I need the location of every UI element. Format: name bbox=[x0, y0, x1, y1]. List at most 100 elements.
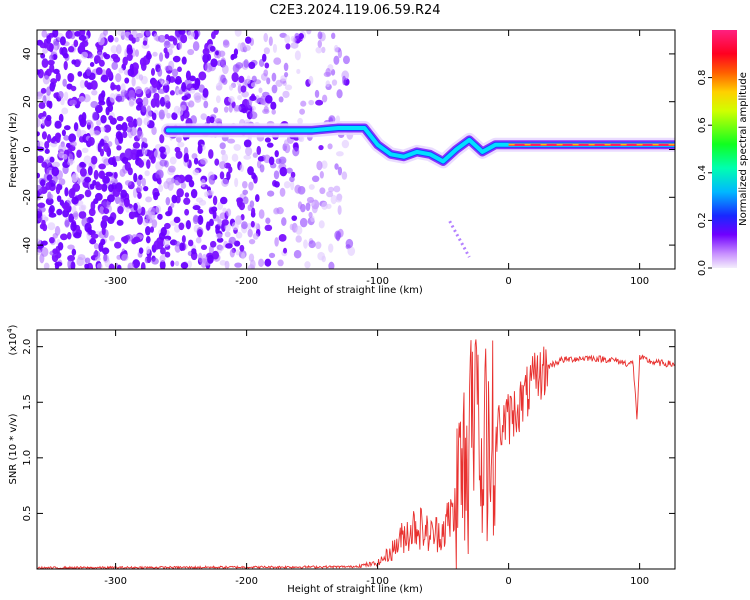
spectrogram-cell bbox=[177, 141, 185, 148]
spectrogram-cell bbox=[197, 144, 203, 155]
spectrogram-cell bbox=[159, 254, 166, 263]
spectrogram-cell bbox=[308, 99, 315, 106]
spectrogram-cell bbox=[118, 67, 124, 74]
spectrogram-cell bbox=[174, 243, 181, 253]
spectrogram-cell bbox=[184, 192, 190, 198]
spectrogram-cell bbox=[122, 56, 128, 66]
y-tick-label: 20 bbox=[22, 95, 33, 108]
spectrogram-cell bbox=[96, 119, 102, 126]
spectrogram-cell bbox=[137, 191, 142, 200]
spectrogram-cell bbox=[79, 79, 86, 89]
spectrogram-cell bbox=[299, 217, 308, 228]
spectrogram-cell bbox=[187, 30, 196, 40]
spectrogram-cell bbox=[151, 257, 159, 265]
spectrogram-cell bbox=[308, 240, 316, 249]
spectrogram-cell bbox=[140, 206, 146, 216]
spectrogram-cell bbox=[308, 184, 315, 190]
spectrogram-cell bbox=[93, 243, 99, 250]
spectrogram-cell bbox=[114, 37, 119, 43]
spectrogram-cell bbox=[126, 116, 134, 123]
spectrogram-cell bbox=[321, 160, 328, 169]
spectrogram-cell bbox=[70, 261, 76, 269]
spectrogram-cell bbox=[188, 100, 195, 108]
spectrogram-cell bbox=[266, 77, 271, 85]
spectrogram-cell bbox=[73, 39, 79, 48]
colorbar-tick-label: 0.8 bbox=[697, 70, 708, 86]
spectrogram-cell bbox=[141, 104, 147, 113]
spectrogram-cell bbox=[327, 143, 333, 150]
spectrogram-cell bbox=[64, 187, 69, 197]
spectrogram-cell bbox=[171, 194, 178, 204]
spectrogram-cell bbox=[271, 72, 277, 82]
spectrogram-cell bbox=[48, 236, 55, 244]
spectrogram-cell bbox=[342, 55, 350, 65]
spectrogram-cell bbox=[195, 236, 202, 244]
spectrogram-cell bbox=[126, 47, 133, 55]
snr-plot-area bbox=[37, 330, 675, 569]
spectrogram-cell bbox=[190, 87, 196, 94]
spectrogram-cell bbox=[71, 248, 77, 256]
spectrogram-cell bbox=[54, 120, 62, 129]
spectrogram-cell bbox=[157, 34, 166, 43]
spectrogram-cell bbox=[97, 36, 105, 46]
spectrogram-cell bbox=[79, 30, 86, 37]
spectrogram-cell bbox=[39, 179, 46, 187]
spectrogram-cell bbox=[98, 93, 105, 104]
spectrogram-cell bbox=[224, 260, 230, 269]
spectrogram-cell bbox=[94, 256, 101, 262]
spectrogram-cell bbox=[79, 161, 86, 168]
spectrogram-cell bbox=[81, 147, 89, 154]
spectrogram-cell bbox=[317, 39, 322, 48]
spectrogram-cell bbox=[284, 84, 293, 91]
spectrogram-cell bbox=[263, 32, 269, 43]
spectrogram-cell bbox=[128, 100, 135, 107]
spectrogram-cell bbox=[101, 247, 110, 255]
snr-panel: -300 -200 -100 0 100 0.5 1.0 1.5 2.0 Height of … bbox=[6, 324, 676, 595]
spectrogram-cell bbox=[295, 235, 302, 243]
spectrogram-cell bbox=[142, 146, 148, 156]
spectrogram-cell bbox=[131, 152, 137, 161]
spectrogram-cell bbox=[78, 95, 86, 103]
spectrogram-cell bbox=[116, 115, 124, 122]
spectrogram-cell bbox=[102, 254, 110, 263]
spectrogram-cell bbox=[203, 100, 209, 109]
spectrogram-cell bbox=[215, 95, 221, 104]
spectrogram-cell bbox=[67, 46, 75, 53]
spectrogram-cell bbox=[116, 84, 121, 92]
spectrogram-cell bbox=[235, 249, 240, 256]
spectrogram-cell bbox=[90, 233, 99, 239]
spectrogram-cell bbox=[276, 206, 284, 215]
spectrogram-cell bbox=[278, 233, 287, 242]
spectrogram-cell bbox=[65, 142, 71, 148]
spectrogram-cell bbox=[193, 157, 199, 165]
spectrogram-cell bbox=[342, 75, 347, 86]
spectrogram-cell bbox=[127, 167, 133, 176]
spectrogram-cell bbox=[321, 94, 328, 103]
spectrogram-cell bbox=[50, 137, 56, 144]
spectrogram-cell bbox=[193, 30, 199, 40]
snr-scale-exponent: 4 bbox=[6, 328, 14, 333]
spectrogram-cell bbox=[98, 242, 104, 253]
spectrogram-cell bbox=[58, 113, 64, 123]
spectrogram-cell bbox=[55, 185, 61, 195]
snr-scale-prefix: (x10 bbox=[8, 333, 19, 356]
spectrogram-cell bbox=[93, 198, 99, 205]
spectrogram-cell bbox=[163, 180, 170, 190]
x-tick-label: 100 bbox=[630, 276, 649, 287]
spectrogram-cell bbox=[100, 74, 109, 83]
spectrogram-cell bbox=[68, 213, 75, 223]
spectrogram-cell bbox=[257, 155, 265, 162]
spectrogram-cell bbox=[212, 195, 218, 206]
spectrogram-cell bbox=[111, 61, 119, 70]
spectrogram-cell bbox=[110, 81, 116, 91]
spectrogram-cell bbox=[47, 59, 55, 66]
spectrogram-cell bbox=[89, 127, 95, 136]
spectrogram-cell bbox=[78, 205, 86, 212]
spectrogram-cell bbox=[61, 203, 69, 209]
spectrogram-cell bbox=[39, 42, 47, 49]
spectrogram-cell bbox=[264, 62, 270, 69]
spectrogram-cell bbox=[107, 141, 113, 147]
spectrogram-cell bbox=[46, 174, 53, 181]
spectrogram-cell bbox=[116, 145, 122, 151]
spectrogram-cell bbox=[265, 217, 271, 224]
